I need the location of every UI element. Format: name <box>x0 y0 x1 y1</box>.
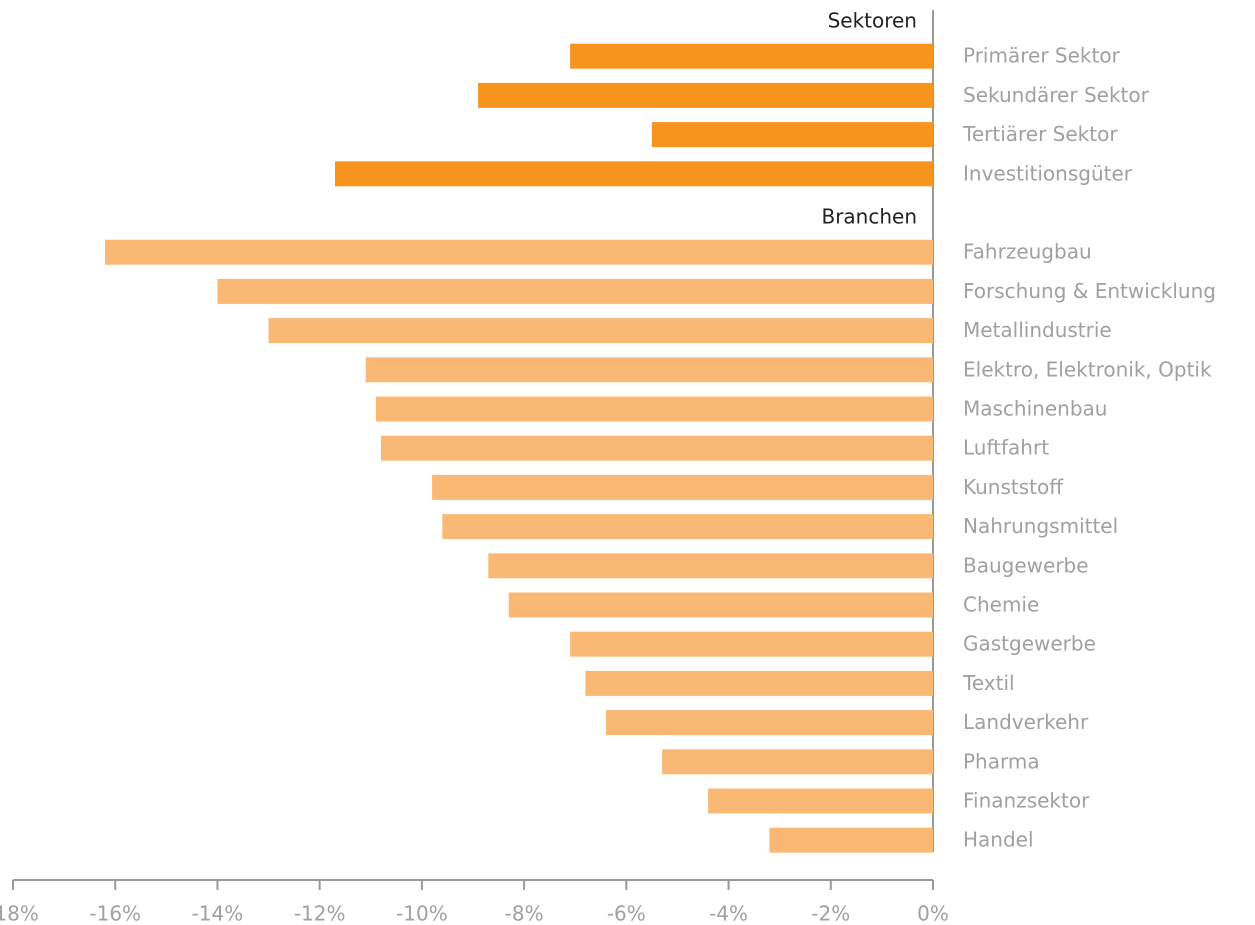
bar <box>570 631 933 657</box>
category-label: Finanzsektor <box>963 789 1090 813</box>
category-label: Sekundärer Sektor <box>963 83 1150 107</box>
category-label: Fahrzeugbau <box>963 240 1092 264</box>
x-tick-label: -2% <box>811 902 850 925</box>
x-tick-label: -12% <box>294 902 346 925</box>
bar <box>335 161 933 187</box>
category-label: Pharma <box>963 749 1040 773</box>
bar <box>268 318 933 344</box>
group-label: Branchen <box>821 205 917 229</box>
category-label: Tertiärer Sektor <box>962 122 1118 146</box>
category-label: Luftfahrt <box>963 436 1049 460</box>
category-label: Primärer Sektor <box>963 44 1121 68</box>
bar <box>769 827 933 853</box>
category-label: Nahrungsmittel <box>963 514 1118 538</box>
x-tick-label: -6% <box>607 902 646 925</box>
category-label: Gastgewerbe <box>963 632 1096 656</box>
category-label: Textil <box>962 671 1015 695</box>
bar <box>105 239 933 265</box>
bar <box>605 710 933 736</box>
category-label: Landverkehr <box>963 710 1089 734</box>
bar <box>442 514 933 540</box>
x-tick-label: 0% <box>917 902 949 925</box>
x-tick-label: -18% <box>0 902 39 925</box>
x-tick-label: -10% <box>396 902 448 925</box>
category-label: Handel <box>963 828 1034 852</box>
bar <box>375 396 933 422</box>
category-label: Metallindustrie <box>963 318 1112 342</box>
category-label: Chemie <box>963 593 1039 617</box>
x-tick-label: -4% <box>709 902 748 925</box>
bar <box>570 43 933 69</box>
bar <box>488 553 933 579</box>
bar <box>432 474 933 500</box>
bar <box>508 592 933 618</box>
bar <box>662 749 933 775</box>
x-tick-label: -16% <box>89 902 141 925</box>
bar <box>708 788 933 814</box>
category-label: Investitionsgüter <box>963 161 1133 185</box>
category-label: Kunststoff <box>963 475 1064 499</box>
category-label: Baugewerbe <box>963 553 1089 577</box>
bar <box>217 278 933 304</box>
bar <box>381 435 933 461</box>
bar <box>651 122 933 148</box>
category-label: Elektro, Elektronik, Optik <box>963 357 1212 381</box>
bar <box>585 670 933 696</box>
category-label: Forschung & Entwicklung <box>963 279 1216 303</box>
category-label: Maschinenbau <box>963 397 1107 421</box>
bar <box>478 82 933 108</box>
bar <box>365 357 934 383</box>
x-tick-label: -8% <box>505 902 544 925</box>
x-tick-label: -14% <box>192 902 244 925</box>
group-label: Sektoren <box>828 9 917 33</box>
